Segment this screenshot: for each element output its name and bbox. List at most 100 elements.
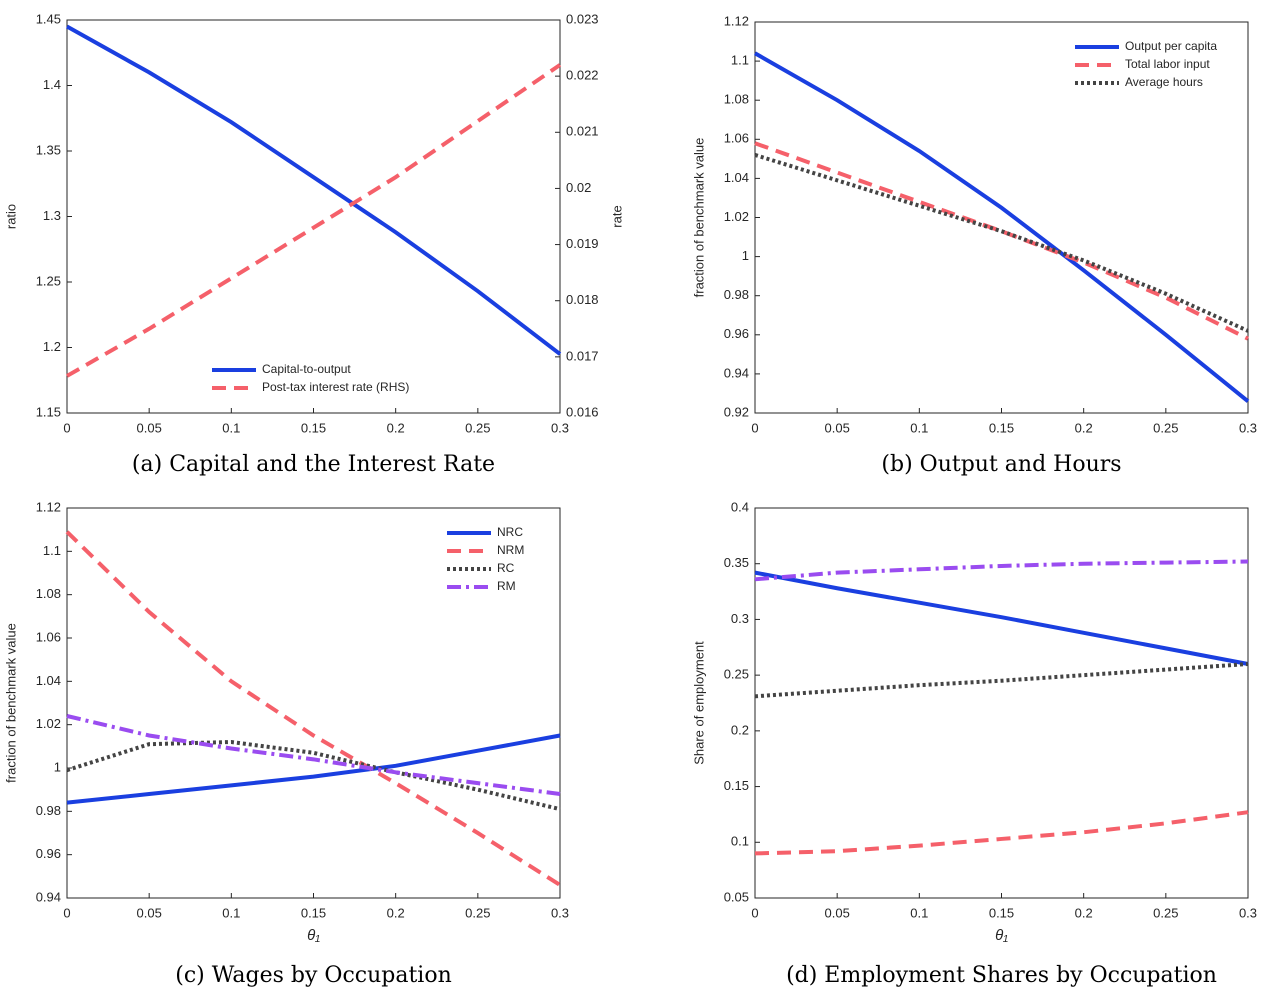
y2-tick-label: 0.021 [566,124,599,139]
x-tick-label: 0.2 [1075,905,1093,920]
y-tick-label: 1.4 [43,77,61,92]
legend-label: RC [497,561,515,575]
x-tick-label: 0.05 [825,905,850,920]
x-tick-label: 0.25 [1153,420,1178,435]
y2-tick-label: 0.016 [566,404,599,419]
x-tick-label: 0.1 [222,905,240,920]
y2-tick-label: 0.022 [566,68,599,83]
y2-tick-label: 0.02 [566,180,591,195]
caption: (a) Capital and the Interest Rate [132,452,495,477]
caption: (c) Wages by Occupation [175,963,452,988]
legend-label: NRM [497,543,524,557]
y-axis-label: ratio [3,204,18,229]
series-line [754,51,1250,403]
y-tick-label: 0.1 [731,834,749,849]
y-tick-label: 0.2 [731,722,749,737]
y-tick-label: 1.02 [36,716,61,731]
legend-label: Output per capita [1125,39,1217,53]
series-line [66,24,562,356]
y-tick-label: 0.94 [724,365,749,380]
y2-tick-label: 0.017 [566,348,599,363]
y-tick-label: 0.96 [36,846,61,861]
y-tick-label: 0.25 [724,667,749,682]
y-tick-label: 0.92 [724,404,749,419]
y-tick-label: 1.12 [724,13,749,28]
series-line [754,570,1249,666]
legend [205,356,442,402]
x-tick-label: 0.1 [910,905,928,920]
y-tick-label: 0.98 [36,803,61,818]
y-tick-label: 1.02 [724,209,749,224]
y-tick-label: 1.08 [724,92,749,107]
y2-axis-label: rate [609,205,624,227]
x-tick-label: 0 [63,420,70,435]
series-line [754,153,1249,333]
x-tick-label: 0.15 [989,905,1014,920]
x-tick-label: 0.3 [551,905,569,920]
y2-tick-label: 0.023 [566,11,599,26]
y-tick-label: 1.12 [36,499,61,514]
legend-label: Post-tax interest rate (RHS) [262,380,409,394]
y-tick-label: 0.15 [724,778,749,793]
x-tick-label: 0 [751,905,758,920]
legend-label: Capital-to-output [262,362,351,376]
y-tick-label: 0.94 [36,889,61,904]
y-tick-label: 1.08 [36,586,61,601]
x-tick-label: 0.25 [1153,905,1178,920]
x-tick-label: 0.25 [465,420,490,435]
legend-label: RM [497,579,516,593]
x-axis-label: θ₁ [995,927,1008,944]
plot-area [66,19,561,414]
y-tick-label: 1.2 [43,339,61,354]
y2-tick-label: 0.018 [566,292,599,307]
caption: (d) Employment Shares by Occupation [786,963,1217,988]
x-tick-label: 0.05 [825,420,850,435]
x-tick-label: 0.2 [387,420,405,435]
y-tick-label: 0.35 [724,555,749,570]
x-axis-label: θ₁ [307,927,320,944]
series-line [66,739,561,812]
series-line [754,810,1249,856]
y-tick-label: 1.06 [724,131,749,146]
x-tick-label: 0.05 [137,905,162,920]
x-tick-label: 0 [63,905,70,920]
x-tick-label: 0.25 [465,905,490,920]
series-line [754,559,1249,582]
legend-label: NRC [497,525,523,539]
series-line [66,714,561,796]
y-tick-label: 1 [54,759,61,774]
x-tick-label: 0 [751,420,758,435]
series-line [66,63,562,378]
y-tick-label: 1.04 [36,673,61,688]
y-axis-label: fraction of benchmark value [691,138,706,298]
y-axis-label: Share of employment [691,641,706,765]
x-tick-label: 0.1 [910,420,928,435]
y-tick-label: 1.04 [724,170,749,185]
y-tick-label: 0.05 [724,889,749,904]
y-tick-label: 1 [742,248,749,263]
y-tick-label: 1.25 [36,273,61,288]
y-axis-label: fraction of benchmark value [3,623,18,783]
x-tick-label: 0.3 [1239,420,1257,435]
y-tick-label: 1.3 [43,208,61,223]
x-tick-label: 0.15 [989,420,1014,435]
y-tick-label: 0.4 [731,499,749,514]
y-tick-label: 1.06 [36,629,61,644]
x-tick-label: 0.15 [301,420,326,435]
x-tick-label: 0.05 [137,420,162,435]
x-tick-label: 0.15 [301,905,326,920]
y-tick-label: 1.35 [36,142,61,157]
legend-label: Total labor input [1125,57,1210,71]
series-line [66,733,561,805]
x-tick-label: 0.1 [222,420,240,435]
y-tick-label: 0.98 [724,287,749,302]
y-tick-label: 1.15 [36,404,61,419]
legend-label: Average hours [1125,75,1203,89]
x-tick-label: 0.3 [551,420,569,435]
series-line [754,662,1249,699]
series-line [65,530,562,887]
x-tick-label: 0.2 [387,905,405,920]
y-tick-label: 1.1 [731,53,749,68]
y-tick-label: 1.1 [43,543,61,558]
